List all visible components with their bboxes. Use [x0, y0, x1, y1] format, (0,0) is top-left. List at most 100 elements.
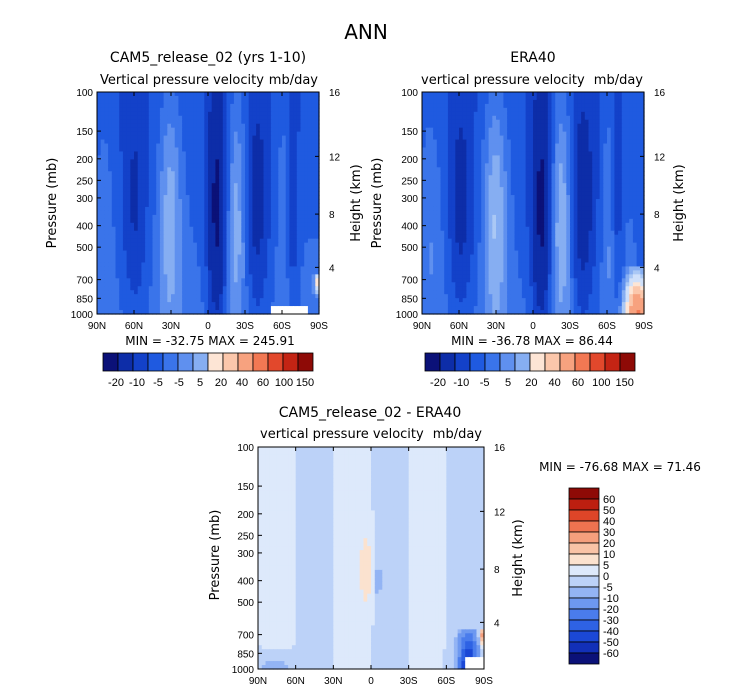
- field-cell: [200, 167, 205, 172]
- field-cell: [507, 175, 512, 180]
- field-cell: [182, 302, 187, 307]
- field-cell: [245, 155, 250, 160]
- field-cell: [455, 135, 460, 141]
- field-cell: [270, 246, 276, 252]
- field-cell: [296, 99, 302, 105]
- field-cell: [621, 119, 627, 125]
- field-cell: [185, 92, 191, 97]
- field-cell: [226, 298, 231, 303]
- field-cell: [470, 159, 475, 164]
- field-cell: [300, 163, 305, 168]
- field-cell: [632, 143, 638, 149]
- field-cell: [252, 214, 257, 220]
- field-cell: [440, 143, 445, 149]
- field-cell: [488, 111, 493, 117]
- field-cell: [436, 191, 442, 196]
- field-cell: [514, 107, 519, 113]
- field-cell: [507, 155, 512, 160]
- field-cell: [263, 274, 268, 279]
- field-cell: [115, 294, 120, 299]
- field-cell: [444, 167, 449, 172]
- field-cell: [484, 163, 490, 168]
- field-cell: [636, 115, 641, 121]
- field-cell: [130, 258, 135, 264]
- field-cell: [200, 183, 205, 188]
- field-cell: [581, 107, 586, 113]
- field-cell: [167, 187, 172, 192]
- field-cell: [185, 286, 191, 291]
- field-cell: [134, 123, 139, 129]
- field-cell: [289, 230, 294, 236]
- field-cell: [241, 286, 246, 291]
- field-cell: [126, 250, 131, 256]
- field-cell: [588, 127, 593, 133]
- field-cell: [289, 306, 294, 311]
- field-cell: [433, 92, 438, 97]
- field-cell: [189, 191, 194, 196]
- field-cell: [115, 310, 120, 315]
- field-cell: [259, 183, 265, 188]
- field-cell: [174, 195, 179, 200]
- field-cell: [278, 250, 283, 256]
- field-cell: [196, 206, 202, 212]
- field-cell: [296, 171, 302, 176]
- field-cell: [293, 294, 298, 299]
- field-cell: [562, 167, 567, 172]
- field-cell: [547, 123, 553, 129]
- field-cell: [300, 175, 305, 180]
- field-cell: [152, 282, 157, 287]
- field-cell: [521, 119, 527, 125]
- field-cell: [488, 163, 493, 168]
- field-cell: [148, 179, 154, 184]
- field-cell: [137, 238, 142, 244]
- field-cell: [625, 95, 630, 101]
- field-cell: [581, 155, 586, 160]
- field-cell: [111, 226, 117, 232]
- field-cell: [263, 111, 268, 117]
- field-cell: [97, 234, 102, 240]
- field-cell: [219, 163, 224, 168]
- field-cell: [108, 298, 113, 303]
- field-cell: [193, 123, 198, 129]
- field-cell: [518, 179, 523, 184]
- field-cell: [422, 95, 427, 101]
- field-cell: [248, 131, 253, 137]
- field-cell: [625, 167, 630, 172]
- field-cell: [204, 290, 209, 295]
- field-cell: [577, 99, 582, 105]
- field-cell: [518, 123, 523, 129]
- field-cell: [163, 254, 168, 260]
- field-cell: [447, 115, 453, 121]
- field-cell: [267, 199, 272, 204]
- field-cell: [219, 107, 224, 113]
- field-cell: [119, 250, 124, 256]
- field-cell: [289, 107, 294, 113]
- field-cell: [193, 139, 198, 145]
- field-cell: [278, 214, 283, 220]
- field-cell: [293, 111, 298, 117]
- field-cell: [141, 175, 146, 180]
- field-cell: [289, 242, 294, 248]
- field-cell: [167, 92, 172, 97]
- field-cell: [625, 159, 630, 164]
- field-cell: [433, 123, 438, 129]
- field-cell: [422, 107, 427, 113]
- field-cell: [178, 298, 183, 303]
- field-cell: [230, 179, 235, 184]
- field-cell: [311, 159, 316, 164]
- field-cell: [451, 175, 456, 180]
- field-cell: [278, 92, 283, 97]
- field-cell: [178, 250, 183, 256]
- field-cell: [215, 95, 220, 101]
- field-cell: [145, 294, 150, 299]
- field-cell: [130, 103, 135, 109]
- field-cell: [108, 135, 113, 141]
- field-cell: [433, 103, 438, 109]
- field-cell: [97, 203, 102, 208]
- field-cell: [296, 175, 302, 180]
- field-cell: [270, 187, 276, 192]
- field-cell: [163, 99, 168, 105]
- field-cell: [259, 254, 265, 260]
- field-cell: [584, 187, 590, 192]
- field-cell: [614, 127, 619, 133]
